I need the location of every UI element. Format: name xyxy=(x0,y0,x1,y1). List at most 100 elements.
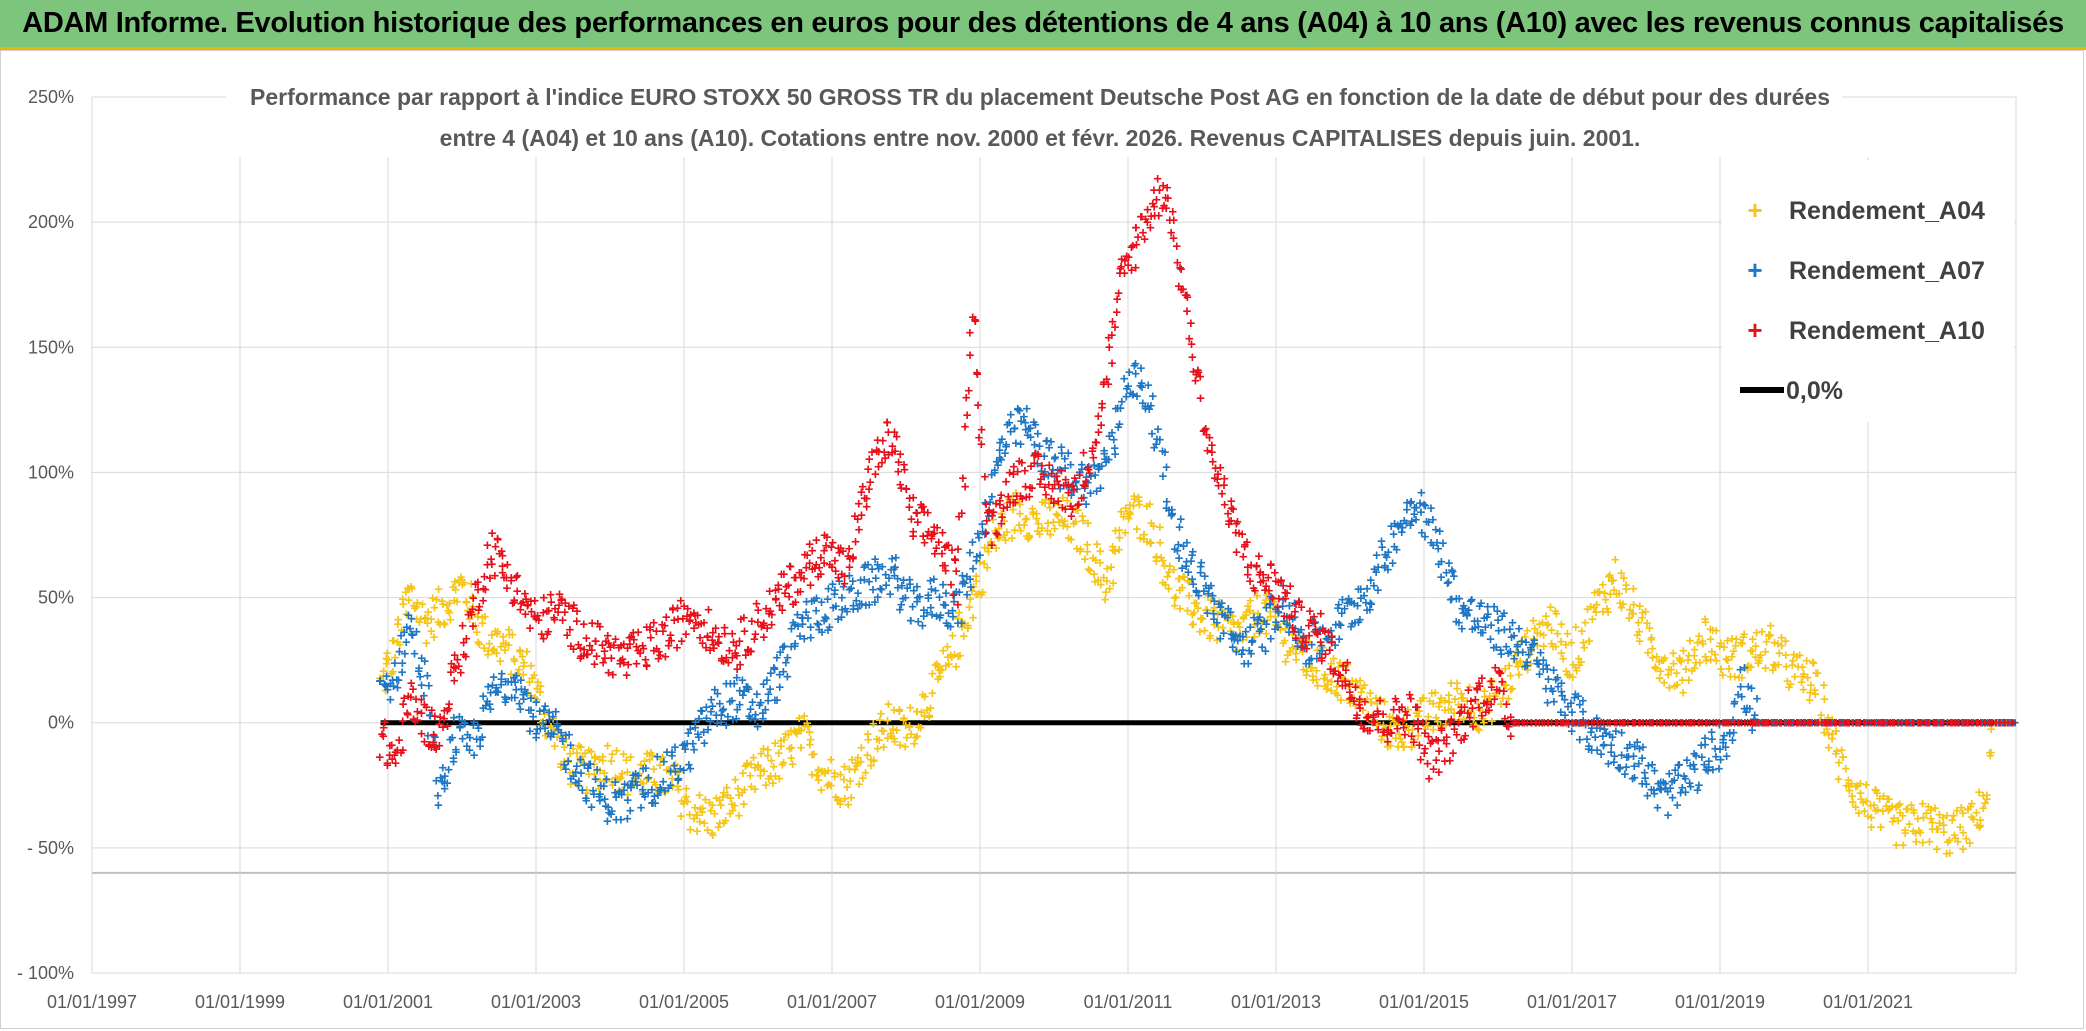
point-a04: + xyxy=(1136,530,1145,547)
point-a04: + xyxy=(1999,715,2008,732)
point-a04: + xyxy=(382,655,391,672)
point-a04: + xyxy=(1583,601,1592,618)
point-a04: + xyxy=(488,642,497,659)
point-a04: + xyxy=(1656,663,1665,680)
point-a04: + xyxy=(1916,824,1925,841)
point-a04: + xyxy=(1754,655,1763,672)
point-a04: + xyxy=(1945,845,1954,862)
point-a04: + xyxy=(1851,799,1860,816)
point-a04: + xyxy=(1184,573,1193,590)
point-a04: + xyxy=(1304,634,1313,651)
point-a04: + xyxy=(674,781,683,798)
point-a04: + xyxy=(1033,523,1042,540)
point-a04: + xyxy=(1189,616,1198,633)
point-a04: + xyxy=(1096,577,1105,594)
point-a04: + xyxy=(1022,510,1031,527)
point-a04: + xyxy=(615,782,624,799)
point-a04: + xyxy=(1557,634,1566,651)
point-a04: + xyxy=(1761,643,1770,660)
point-a04: + xyxy=(728,802,737,819)
point-a04: + xyxy=(767,752,776,769)
point-a04: + xyxy=(1206,628,1215,645)
point-a04: + xyxy=(1925,834,1934,851)
point-a04: + xyxy=(1986,748,1995,765)
point-a04: + xyxy=(630,770,639,787)
point-a04: + xyxy=(1604,568,1613,585)
point-a04: + xyxy=(638,784,647,801)
point-a10: + xyxy=(1379,706,1388,723)
point-a04: + xyxy=(1748,643,1757,660)
point-a04: + xyxy=(1246,602,1255,619)
point-a04: + xyxy=(578,749,587,766)
point-a04: + xyxy=(2002,715,2011,732)
point-a04: + xyxy=(994,530,1003,547)
point-a04: + xyxy=(1486,674,1495,691)
x-tick-label: 01/01/2017 xyxy=(1527,992,1617,1012)
point-a04: + xyxy=(492,645,501,662)
point-a04: + xyxy=(977,587,986,604)
point-a04: + xyxy=(1720,639,1729,656)
point-a04: + xyxy=(391,650,400,667)
point-a10: + xyxy=(963,407,972,424)
point-a04: + xyxy=(1698,633,1707,650)
point-a04: + xyxy=(1064,530,1073,547)
point-a04: + xyxy=(1242,629,1251,646)
point-a04: + xyxy=(444,602,453,619)
point-a04: + xyxy=(1257,614,1266,631)
point-a04: + xyxy=(1563,667,1572,684)
point-a04: + xyxy=(790,722,799,739)
point-a04: + xyxy=(1444,687,1453,704)
point-a04: + xyxy=(1016,497,1025,514)
point-a04: + xyxy=(398,591,407,608)
point-a04: + xyxy=(1373,695,1382,712)
point-a04: + xyxy=(601,773,610,790)
point-a04: + xyxy=(715,815,724,832)
point-a04: + xyxy=(934,671,943,688)
point-a04: + xyxy=(1997,715,2006,732)
point-a04: + xyxy=(960,616,969,633)
point-a04: + xyxy=(805,724,814,741)
point-a04: + xyxy=(1336,692,1345,709)
point-a07: + xyxy=(1722,748,1731,765)
point-a04: + xyxy=(1859,794,1868,811)
point-a04: + xyxy=(489,641,498,658)
point-a04: + xyxy=(1028,501,1037,518)
point-a04: + xyxy=(928,666,937,683)
point-a04: + xyxy=(1616,595,1625,612)
point-a04: + xyxy=(1378,728,1387,745)
point-a04: + xyxy=(1288,626,1297,643)
point-a04: + xyxy=(1500,677,1509,694)
point-a07: + xyxy=(1449,568,1458,585)
point-a04: + xyxy=(1533,625,1542,642)
point-a04: + xyxy=(1054,496,1063,513)
point-a04: + xyxy=(1543,617,1552,634)
point-a04: + xyxy=(941,657,950,674)
point-a10: + xyxy=(767,617,776,634)
point-a04: + xyxy=(613,771,622,788)
point-a04: + xyxy=(858,770,867,787)
point-a04: + xyxy=(1126,497,1135,514)
point-a04: + xyxy=(557,728,566,745)
point-a04: + xyxy=(1334,659,1343,676)
point-a04: + xyxy=(1617,600,1626,617)
point-a04: + xyxy=(1506,667,1515,684)
point-a04: + xyxy=(1987,744,1996,761)
point-a04: + xyxy=(1198,611,1207,628)
point-a04: + xyxy=(1629,580,1638,597)
point-a04: + xyxy=(549,711,558,728)
point-a04: + xyxy=(563,754,572,771)
point-a04: + xyxy=(1979,788,1988,805)
point-a04: + xyxy=(1732,631,1741,648)
point-a04: + xyxy=(1496,665,1505,682)
point-a04: + xyxy=(917,719,926,736)
point-a04: + xyxy=(1111,522,1120,539)
point-a04: + xyxy=(1152,549,1161,566)
point-a10: + xyxy=(900,461,909,478)
point-a04: + xyxy=(1972,804,1981,821)
point-a04: + xyxy=(857,740,866,757)
point-a04: + xyxy=(520,655,529,672)
point-a04: + xyxy=(1740,626,1749,643)
point-a04: + xyxy=(1315,642,1324,659)
point-a04: + xyxy=(1409,732,1418,749)
point-a04: + xyxy=(1643,615,1652,632)
